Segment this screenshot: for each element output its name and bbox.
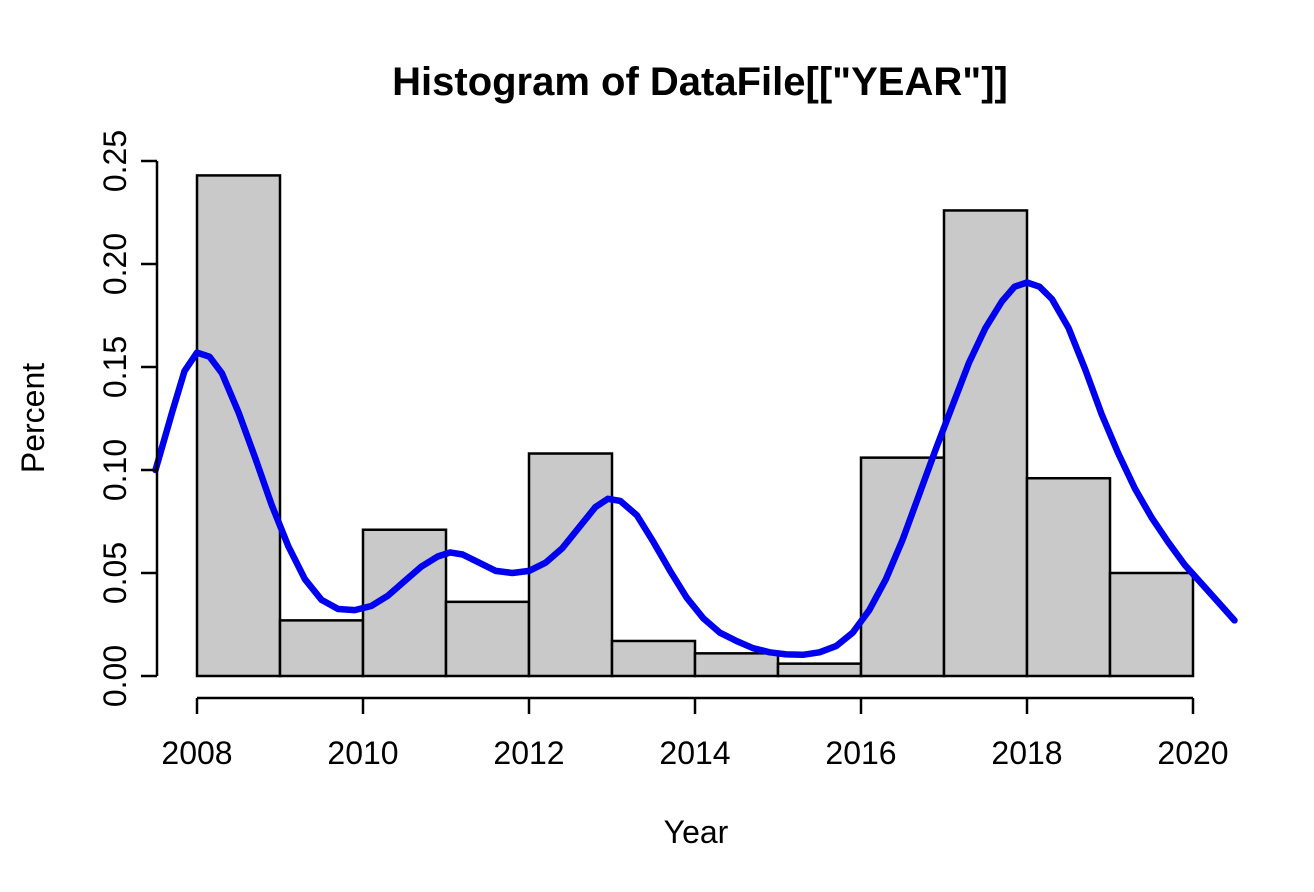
density-curve xyxy=(152,279,1238,659)
histogram-bar xyxy=(1025,476,1112,678)
x-tick-label: 2018 xyxy=(991,735,1062,771)
histogram-bar xyxy=(693,652,780,678)
y-axis-label: Percent xyxy=(15,363,51,473)
histogram-bars xyxy=(195,174,1195,678)
histogram-bar xyxy=(610,639,697,678)
histogram-bar xyxy=(444,600,531,678)
axes-layer: 2008 2010 2012 2014 2016 2018 2020 0.00 0.05 0.10… xyxy=(97,130,1229,771)
y-tick-label: 0.00 xyxy=(97,645,133,707)
histogram-bar xyxy=(942,209,1029,678)
x-tick-label: 2014 xyxy=(659,735,730,771)
x-tick-label: 2012 xyxy=(493,735,564,771)
chart-title: Histogram of DataFile[["YEAR"]] xyxy=(392,60,1008,104)
y-tick-label: 0.05 xyxy=(97,542,133,604)
x-tick-label: 2020 xyxy=(1157,735,1228,771)
x-tick-label: 2010 xyxy=(327,735,398,771)
y-tick-label: 0.25 xyxy=(97,130,133,192)
histogram-bar xyxy=(859,456,946,678)
x-axis-label: Year xyxy=(664,814,729,850)
histogram-bar xyxy=(278,619,365,678)
density-curve-layer xyxy=(152,279,1238,659)
histogram-bar xyxy=(195,174,282,678)
y-tick-label: 0.20 xyxy=(97,233,133,295)
x-tick-label: 2008 xyxy=(161,735,232,771)
histogram-bar xyxy=(776,662,863,678)
x-tick-label: 2016 xyxy=(825,735,896,771)
histogram-bar xyxy=(1108,571,1195,678)
y-tick-label: 0.15 xyxy=(97,336,133,398)
y-tick-label: 0.10 xyxy=(97,439,133,501)
